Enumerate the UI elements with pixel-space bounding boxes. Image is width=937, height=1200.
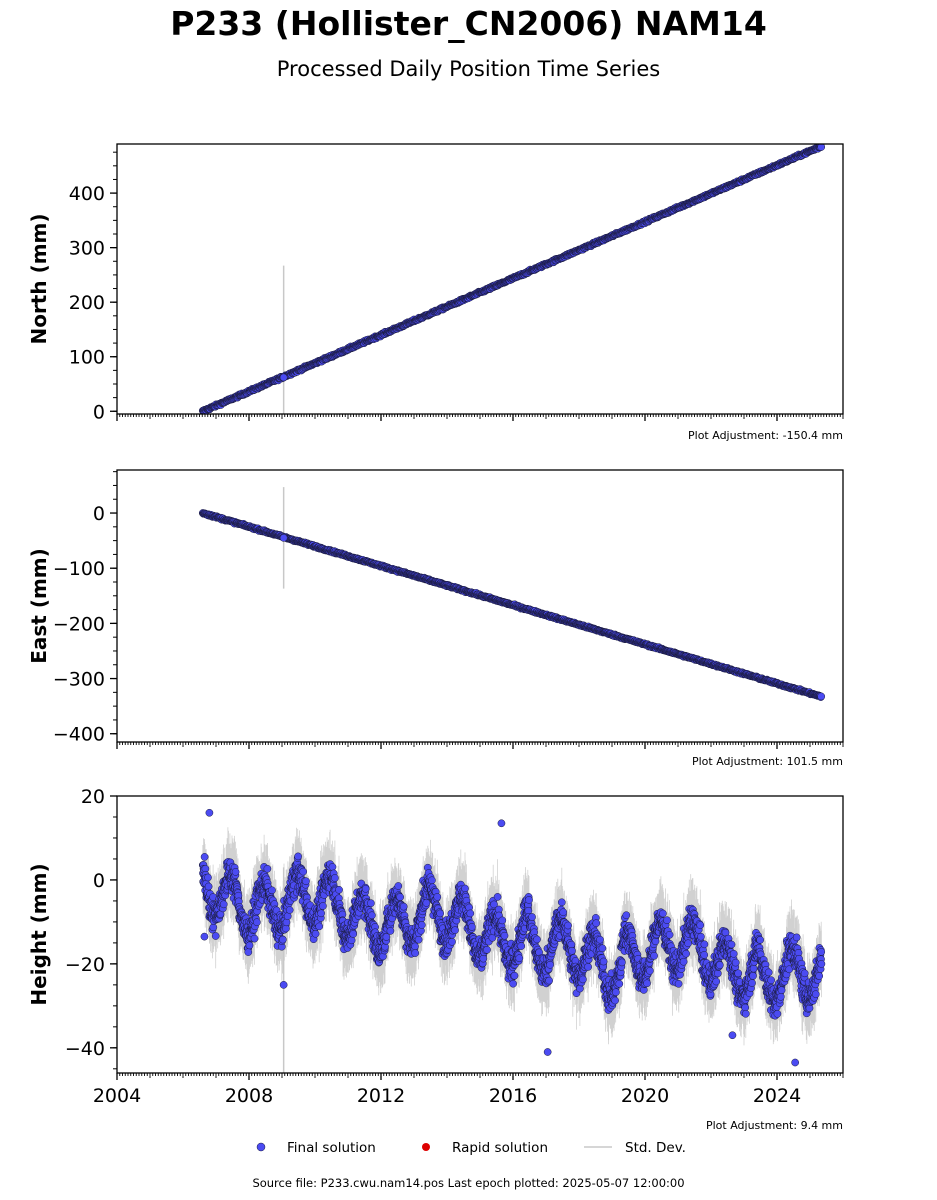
final-solution-point [263,864,272,873]
final-solution-point [479,954,488,963]
final-solution-point [279,534,288,542]
final-solution-point [361,884,370,893]
final-solution-point [396,893,404,901]
final-solution-point [204,873,212,882]
final-solution-point [386,927,395,935]
final-solution-point [493,893,502,901]
y-tick-label: 400 [69,183,105,205]
final-solution-point [428,876,436,885]
final-solution-point [515,954,524,963]
final-solution-points [198,144,826,414]
final-solution-point [525,896,533,904]
final-solution-point [411,942,419,951]
y-tick-label: 0 [93,503,105,525]
final-solution-point [349,930,358,938]
data-layer [198,487,826,701]
final-solution-point [498,916,507,925]
final-solution-point [268,886,276,895]
y-tick-label: −400 [53,724,105,746]
final-solution-point [200,853,209,861]
y-tick-label: 0 [93,401,105,423]
panel-north: 0 100 200 300 400 North (mm) Plot Adjustment: … [27,143,844,442]
final-solution-point [328,863,337,871]
y-tick-label: 300 [69,238,105,260]
final-solution-point [278,935,287,944]
final-solution-point [422,899,431,907]
panel-east: −400 −300 −200 −100 0 East (mm) Plot Adjustmen… [27,469,844,768]
y-tick-label: −100 [53,558,105,580]
plot-adjustment-note: Plot Adjustment: 101.5 mm [692,755,843,768]
final-solution-point [382,933,391,941]
final-solution-point [302,877,310,886]
final-solution-point [315,922,324,931]
final-solution-point [311,929,320,938]
final-solution-point [285,906,294,914]
final-solution-point [231,868,240,876]
final-solution-point [331,874,339,882]
y-axis-label: North (mm) [27,213,51,344]
final-solution-point [367,899,375,908]
final-solution-point [817,692,826,701]
plot-adjustment-note: Plot Adjustment: -150.4 mm [688,429,843,442]
final-solution-point [466,909,475,918]
data-layer [198,144,826,414]
chart-subtitle: Processed Daily Position Time Series [276,57,661,81]
final-solution-point [250,934,259,943]
final-solution-point [436,909,444,918]
final-solution-point [279,373,288,382]
chart-title: P233 (Hollister_CN2006) NAM14 [170,4,767,43]
final-solution-point [468,923,476,931]
final-solution-point [204,882,213,891]
final-solution-point [500,931,509,940]
final-solution-point [244,948,253,956]
final-solution-points [198,509,826,701]
final-solution-point [817,144,826,151]
final-solution-point [417,921,426,929]
y-axis-label: East (mm) [27,548,51,664]
final-solution-point [517,942,526,950]
y-tick-label: −200 [53,613,105,635]
final-solution-point [319,902,327,910]
final-solution-point [509,979,517,988]
final-solution-point [451,926,459,935]
y-tick-label: −300 [53,669,105,691]
final-solution-point [399,902,408,911]
final-solution-point [394,882,403,890]
final-solution-point [461,884,469,893]
final-solution-point [510,971,519,980]
y-tick-label: 200 [69,292,105,314]
y-tick-label: 100 [69,347,105,369]
final-solution-point [317,909,325,918]
final-solution-point [433,893,442,901]
plot-frame [116,469,844,743]
final-solution-point [294,852,302,861]
final-solution-point [483,945,491,954]
final-solution-point [368,911,376,920]
final-solution-point [414,935,423,944]
final-solution-point [347,936,356,945]
final-solution-point [411,949,420,957]
final-solution-point [448,937,456,946]
final-solution-point [253,918,261,927]
final-solution-point [299,867,308,876]
final-solution-point [211,932,220,940]
final-solution-point [245,941,254,950]
final-solution-point [219,900,228,909]
final-solution-point [335,885,343,894]
